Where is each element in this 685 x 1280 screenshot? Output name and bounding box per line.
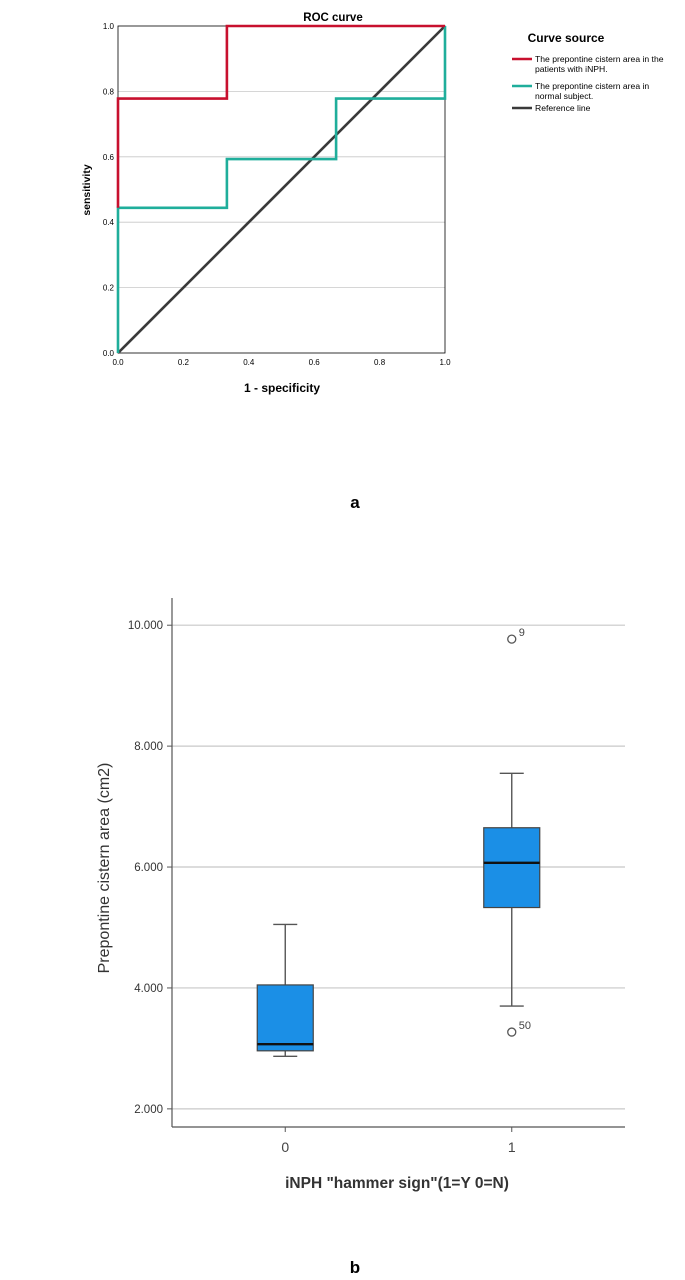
roc-y-tick-label: 0.0 <box>103 349 115 358</box>
box-x-tick-label: 1 <box>508 1139 516 1155</box>
roc-legend-label-1: The prepontine cistern area in normal sub… <box>535 81 649 101</box>
box-gridlines <box>172 624 625 1110</box>
roc-gridlines <box>118 91 445 289</box>
box-group-0 <box>256 923 314 1057</box>
box-y-tick-label: 2.000 <box>134 1104 163 1116</box>
roc-y-tick-label: 0.8 <box>103 87 115 96</box>
roc-x-axis-label: 1 - specificity <box>244 381 320 395</box>
panel-label-b: b <box>350 1258 360 1277</box>
roc-legend: Curve source The prepontine cistern area… <box>512 31 664 113</box>
roc-x-tick-label: 0.4 <box>243 358 255 367</box>
roc-series-line-2 <box>117 25 446 354</box>
box-y-axis-label: Prepontine cistern area (cm2) <box>96 763 113 974</box>
roc-x-tick-label: 1.0 <box>439 358 451 367</box>
box-x-axis-label: iNPH "hammer sign"(1=Y 0=N) <box>285 1175 509 1192</box>
box-group-1: 9 50 <box>483 627 541 1037</box>
box-y-tick-label: 10.000 <box>128 620 163 632</box>
box-y-tick-label: 6.000 <box>134 862 163 874</box>
panel-label-a: a <box>350 493 360 512</box>
roc-series-line-0 <box>116 24 445 208</box>
roc-legend-label-0: The prepontine cistern area in the patien… <box>535 54 664 74</box>
box-outlier-label: 50 <box>519 1020 531 1032</box>
roc-y-axis-label: sensitivity <box>81 164 93 216</box>
box-iqr <box>256 984 314 1052</box>
roc-series-group <box>116 24 447 354</box>
roc-y-ticks: 0.0 0.2 0.4 0.6 0.8 1.0 <box>103 22 115 358</box>
roc-y-tick-label: 1.0 <box>103 22 115 31</box>
box-y-ticks: 2.000 4.000 6.000 8.000 10.000 <box>128 620 172 1116</box>
roc-series-line-1 <box>116 26 447 353</box>
box-outlier-point <box>507 1027 517 1037</box>
box-marks: 9 50 <box>256 627 541 1057</box>
roc-legend-label-2: Reference line <box>535 103 591 113</box>
box-y-tick-label: 8.000 <box>134 741 163 753</box>
box-y-tick-label: 4.000 <box>134 983 163 995</box>
box-iqr <box>483 827 541 909</box>
roc-x-tick-label: 0.8 <box>374 358 386 367</box>
roc-legend-title: Curve source <box>528 31 605 45</box>
roc-chart: 0.0 0.2 0.4 0.6 0.8 1.0 0.0 0.2 0.4 0.6 0.8 1.0 RO… <box>81 12 664 395</box>
roc-title: ROC curve <box>303 12 362 24</box>
roc-legend-items: The prepontine cistern area in the patien… <box>512 54 664 113</box>
roc-y-tick-label: 0.2 <box>103 284 115 293</box>
box-x-tick-label: 0 <box>281 1139 289 1155</box>
box-outlier-point <box>507 634 517 644</box>
roc-x-ticks: 0.0 0.2 0.4 0.6 0.8 1.0 <box>112 358 451 367</box>
roc-x-tick-label: 0.6 <box>309 358 321 367</box>
roc-x-tick-label: 0.2 <box>178 358 190 367</box>
roc-y-tick-label: 0.4 <box>103 218 115 227</box>
roc-x-tick-label: 0.0 <box>112 358 124 367</box>
box-outlier-label: 9 <box>519 627 525 639</box>
roc-y-tick-label: 0.6 <box>103 153 115 162</box>
